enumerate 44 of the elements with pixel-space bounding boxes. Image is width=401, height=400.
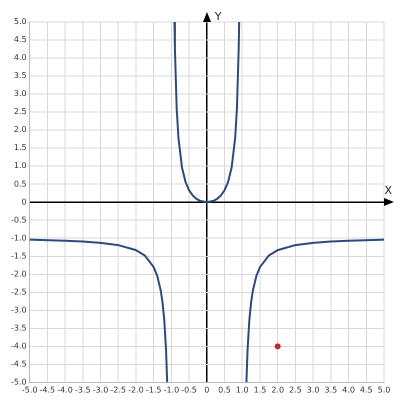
y-tick-label: 3.5 (14, 71, 27, 80)
y-tick-label: 4.0 (14, 53, 27, 62)
y-tick-label: 0 (22, 197, 27, 206)
x-tick-label: 2.5 (289, 385, 302, 394)
y-tick-label: 2.5 (14, 107, 27, 116)
x-tick-label: -0.5 (181, 385, 197, 394)
y-tick-label: -0.5 (11, 215, 27, 224)
x-tick-label: 4.5 (360, 385, 373, 394)
y-tick-label: -2.5 (11, 287, 27, 296)
y-tick-label: -3.0 (11, 305, 27, 314)
y-tick-label: 0.5 (14, 179, 27, 188)
x-tick-label: 4.0 (342, 385, 355, 394)
x-tick-label: 2.0 (271, 385, 284, 394)
x-tick-label: -1.0 (164, 385, 180, 394)
x-tick-label: 5.0 (378, 385, 390, 394)
x-tick-label: 3.5 (324, 385, 338, 394)
y-tick-label: 4.5 (14, 35, 27, 44)
x-tick-label: -3.5 (74, 385, 91, 394)
x-tick-label: -2.5 (110, 385, 126, 394)
x-tick-label: 1.5 (254, 385, 266, 394)
x-tick-label: -3.0 (92, 385, 108, 394)
y-tick-label: -1.0 (11, 233, 27, 242)
y-tick-label: 1.5 (14, 143, 27, 152)
y-tick-label: -4.0 (11, 341, 27, 350)
y-tick-label: 3.0 (14, 89, 27, 98)
y-axis-title: Y (214, 10, 222, 23)
x-tick-label: 3.0 (306, 385, 320, 394)
x-tick-label: 0 (204, 385, 210, 394)
x-tick-label: -5.0 (22, 385, 38, 394)
x-axis-title: X (384, 184, 392, 198)
x-tick-label: 0.5 (218, 385, 231, 394)
y-tick-label: 2.0 (14, 125, 27, 134)
y-tick-label: -3.5 (11, 323, 27, 332)
x-tick-label: 1.0 (236, 385, 249, 394)
y-tick-label: -5.0 (11, 377, 27, 386)
x-tick-label: -4.0 (57, 385, 73, 394)
y-tick-label: -2.0 (11, 269, 27, 278)
x-tick-label: -1.5 (146, 385, 162, 394)
x-tick-label: -4.5 (40, 385, 56, 394)
y-tick-label: 1.0 (14, 161, 27, 170)
y-tick-label: -4.5 (11, 359, 27, 368)
y-tick-label: -1.5 (11, 251, 27, 260)
x-tick-label: -2.0 (128, 385, 144, 394)
y-tick-label: 5.0 (14, 17, 27, 26)
